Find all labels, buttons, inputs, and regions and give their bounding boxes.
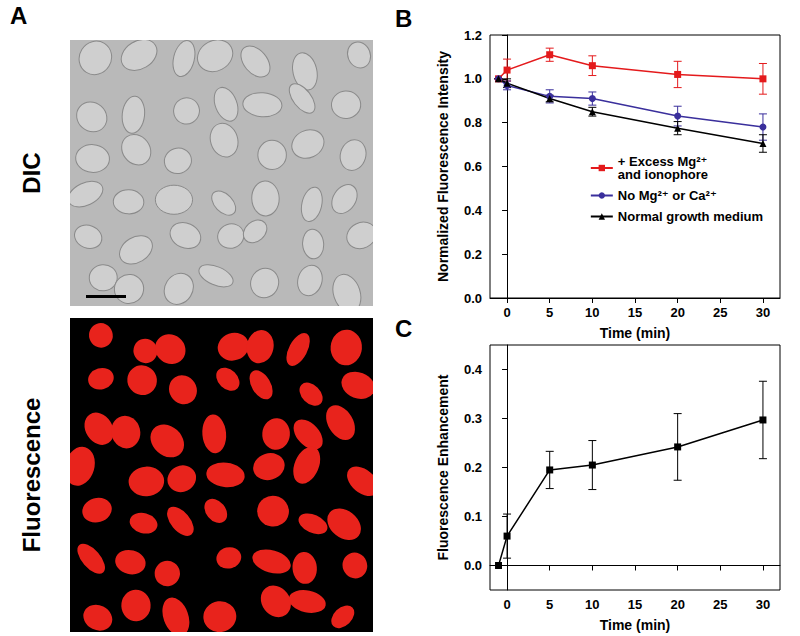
svg-text:No Mg²⁺ or Ca²⁺: No Mg²⁺ or Ca²⁺: [618, 188, 717, 203]
svg-text:30: 30: [756, 597, 770, 612]
svg-text:0.4: 0.4: [464, 362, 483, 377]
svg-text:0.2: 0.2: [464, 247, 482, 262]
svg-text:0.0: 0.0: [464, 558, 482, 573]
svg-text:DIC: DIC: [18, 152, 45, 193]
svg-text:0.3: 0.3: [464, 411, 482, 426]
svg-text:0: 0: [503, 305, 510, 320]
svg-text:1.0: 1.0: [464, 71, 482, 86]
svg-text:Normalized Fluorescence Intens: Normalized Fluorescence Intensity: [435, 51, 451, 282]
svg-text:30: 30: [756, 305, 770, 320]
svg-text:20: 20: [670, 305, 684, 320]
svg-text:0.1: 0.1: [464, 509, 482, 524]
svg-text:5: 5: [546, 597, 553, 612]
svg-text:1.2: 1.2: [464, 28, 482, 43]
svg-text:25: 25: [713, 597, 727, 612]
svg-text:Fluorescence: Fluorescence: [18, 398, 45, 553]
svg-text:+ Excess Mg²⁺: + Excess Mg²⁺: [617, 154, 708, 169]
svg-text:0.6: 0.6: [464, 159, 482, 174]
svg-text:20: 20: [670, 597, 684, 612]
svg-text:15: 15: [628, 305, 642, 320]
svg-text:10: 10: [585, 305, 599, 320]
svg-text:0.0: 0.0: [464, 291, 482, 306]
svg-text:Fluorescence Enhancement: Fluorescence Enhancement: [435, 374, 451, 560]
svg-text:10: 10: [585, 597, 599, 612]
svg-text:A: A: [10, 2, 27, 29]
svg-text:Time (min): Time (min): [600, 325, 671, 341]
svg-text:5: 5: [546, 305, 553, 320]
svg-text:25: 25: [713, 305, 727, 320]
svg-text:0.4: 0.4: [464, 203, 483, 218]
svg-text:0.8: 0.8: [464, 115, 482, 130]
svg-text:B: B: [395, 5, 412, 32]
svg-text:C: C: [395, 315, 412, 342]
svg-text:0: 0: [503, 597, 510, 612]
svg-text:0.2: 0.2: [464, 460, 482, 475]
svg-text:Time (min): Time (min): [600, 617, 671, 633]
svg-text:Normal growth medium: Normal growth medium: [618, 209, 763, 224]
svg-text:15: 15: [628, 597, 642, 612]
svg-text:and ionophore: and ionophore: [618, 167, 708, 182]
